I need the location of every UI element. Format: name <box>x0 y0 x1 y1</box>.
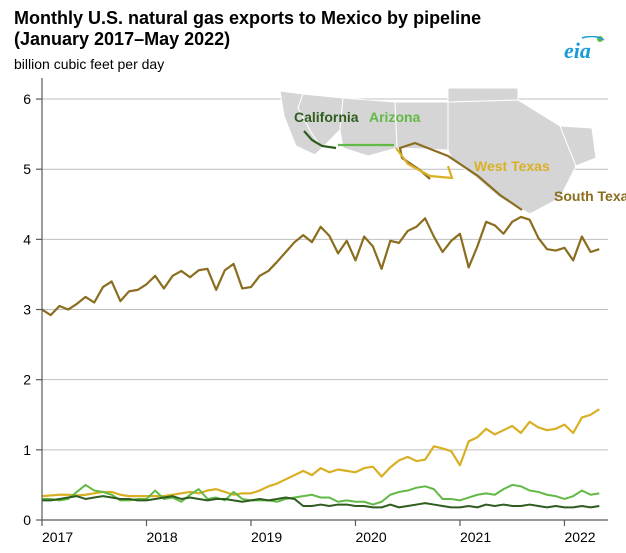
series-label-west-texas: West Texas <box>474 158 550 174</box>
y-tick-label: 2 <box>23 372 31 388</box>
y-tick-label: 3 <box>23 302 31 318</box>
series-label-california: California <box>294 109 359 125</box>
x-tick-label: 2022 <box>564 529 595 545</box>
x-tick-label: 2021 <box>460 529 491 545</box>
y-tick-label: 1 <box>23 442 31 458</box>
map-state-oklahoma <box>448 88 518 102</box>
x-tick-label: 2018 <box>146 529 177 545</box>
chart-canvas: South TexasWest Texas Arizona California 0 1… <box>0 0 626 553</box>
x-tick-label: 2020 <box>355 529 386 545</box>
map-route-west-texas <box>396 148 452 178</box>
x-tick-label: 2019 <box>251 529 282 545</box>
series-line-west-texas <box>42 409 599 496</box>
y-tick-label: 5 <box>23 161 31 177</box>
y-tick-label: 0 <box>23 512 31 528</box>
series-line-south-texas <box>42 217 599 315</box>
inset-map: South TexasWest Texas Arizona California <box>280 88 626 214</box>
x-tick-label: 2017 <box>42 529 73 545</box>
series-label-arizona: Arizona <box>369 109 421 125</box>
map-state-arizona <box>340 98 397 156</box>
y-tick-label: 4 <box>23 231 31 247</box>
y-tick-label: 6 <box>23 91 31 107</box>
series-label-south-texas: South Texas <box>554 188 626 204</box>
